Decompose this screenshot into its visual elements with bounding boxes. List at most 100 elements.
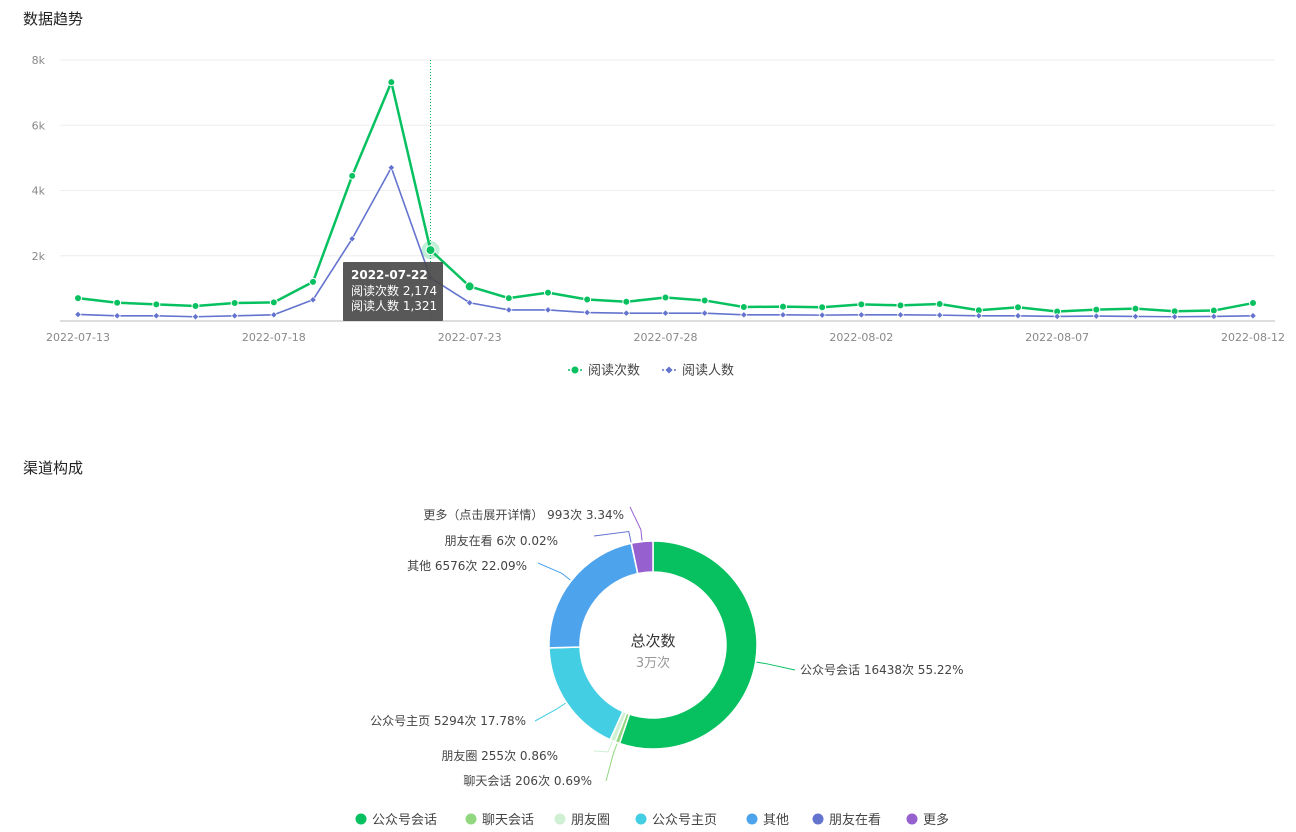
pie-legend-item[interactable]: 朋友在看 [812,812,882,828]
data-point[interactable] [544,288,552,297]
donut-slice[interactable] [618,540,758,750]
slices [548,540,758,750]
data-point[interactable] [387,78,396,87]
data-point[interactable] [152,312,160,320]
leader-line [593,741,613,753]
channel-donut-chart[interactable]: 公众号会话 16438次 55.22% 聊天会话 206次 0.69% 朋友圈 25… [355,506,964,828]
y-tick-label: 6k [32,119,46,132]
data-point[interactable] [1249,299,1257,308]
x-tick-label: 2022-07-23 [438,331,502,344]
donut-slice[interactable] [548,542,639,649]
data-point[interactable] [387,164,395,172]
data-point[interactable] [230,299,239,308]
data-point[interactable] [700,296,709,305]
data-point[interactable] [779,311,787,319]
data-point[interactable] [152,300,161,309]
data-point[interactable] [975,312,983,320]
data-point[interactable] [1131,304,1140,313]
data-point[interactable] [191,301,200,310]
pie-legend-item[interactable]: 其他 [746,813,790,828]
data-point[interactable] [1053,312,1061,321]
data-point[interactable] [269,298,278,307]
slice-label[interactable]: 更多（点击展开详情） 993次 3.34% [423,507,624,522]
pie-legend-item[interactable]: 公众号会话 [355,813,438,828]
data-point[interactable] [935,300,944,309]
slice-label-group: 朋友在看 6次 0.02% [445,530,632,548]
data-point[interactable] [113,312,121,320]
data-point[interactable] [74,294,82,303]
donut-slice[interactable] [548,646,624,741]
data-point[interactable] [231,312,239,320]
data-point[interactable] [896,311,905,319]
data-point[interactable] [661,293,670,302]
data-point[interactable] [504,294,513,303]
data-point[interactable] [309,296,317,304]
data-point[interactable] [348,171,357,180]
data-point[interactable] [74,310,82,319]
legend-item[interactable]: 阅读次数 [568,363,640,379]
leader-line [534,702,566,722]
data-point[interactable] [740,311,748,319]
legend-dot [746,813,758,825]
data-point[interactable] [818,311,826,319]
data-point[interactable] [505,306,513,314]
data-point[interactable] [896,301,905,310]
data-point[interactable] [1210,312,1218,321]
slice-label: 公众号主页 5294次 17.78% [370,714,526,728]
trend-line-chart[interactable]: 8k 6k 4k 2k 2022-07-13 2022-07-18 2022-07-23 20… [32,54,1285,379]
data-point[interactable] [309,277,317,286]
x-tick-label: 2022-08-02 [829,331,893,344]
x-tick-label: 2022-07-13 [46,331,110,344]
data-point[interactable] [701,309,709,317]
legend-dot [906,813,918,825]
slice-label-group: 公众号主页 5294次 17.78% [370,702,566,728]
axes: 8k 6k 4k 2k 2022-07-13 2022-07-18 2022-07-23 20… [32,54,1285,344]
data-point[interactable] [1249,312,1257,320]
tooltip-line: 阅读次数 2,174 [351,283,437,298]
legend-marker [665,366,673,374]
data-point[interactable] [348,235,356,243]
slice-label-group: 其他 6576次 22.09% [407,559,571,581]
donut-slice[interactable] [630,540,654,575]
pie-legend-item[interactable]: 朋友圈 [554,812,611,828]
legend-item[interactable]: 阅读人数 [662,364,734,379]
data-point[interactable] [818,303,827,312]
data-point[interactable] [466,299,474,307]
leader-line [593,530,632,543]
legend-label: 其他 [763,813,789,828]
data-point[interactable] [113,298,122,307]
data-point[interactable] [544,306,552,314]
data-point[interactable] [857,311,865,319]
data-point[interactable] [779,302,787,311]
x-tick-label: 2022-08-12 [1221,331,1285,344]
legend-dot [465,813,477,825]
data-point[interactable] [1014,303,1022,312]
slice-label: 聊天会话 206次 0.69% [463,774,592,788]
data-point[interactable] [622,309,630,317]
data-point[interactable] [739,302,748,311]
data-point[interactable] [191,313,200,321]
data-point[interactable] [464,281,475,292]
y-tick-label: 2k [32,250,46,263]
pie-legend-item[interactable]: 公众号主页 [635,813,718,828]
pie-legend-item[interactable]: 聊天会话 [465,813,535,828]
data-point[interactable] [583,308,591,317]
data-point[interactable] [936,311,944,319]
data-point[interactable] [1092,305,1101,314]
pie-legend-item[interactable]: 更多 [906,812,950,828]
data-point[interactable] [425,245,436,256]
tooltip-line: 阅读人数 1,321 [351,298,437,313]
data-point[interactable] [583,295,592,304]
data-point[interactable] [270,311,278,319]
legend-dot [554,813,566,825]
data-point[interactable] [1131,312,1140,321]
slice-label: 公众号会话 16438次 55.22% [800,663,964,677]
data-point[interactable] [857,300,866,309]
slice-label-group: 朋友圈 255次 0.86% [441,741,613,763]
data-point[interactable] [622,297,631,306]
data-point[interactable] [661,309,670,317]
data-point[interactable] [1092,312,1100,320]
data-point[interactable] [1014,312,1022,320]
data-point[interactable] [1171,313,1179,321]
legend-label: 阅读次数 [588,363,640,379]
